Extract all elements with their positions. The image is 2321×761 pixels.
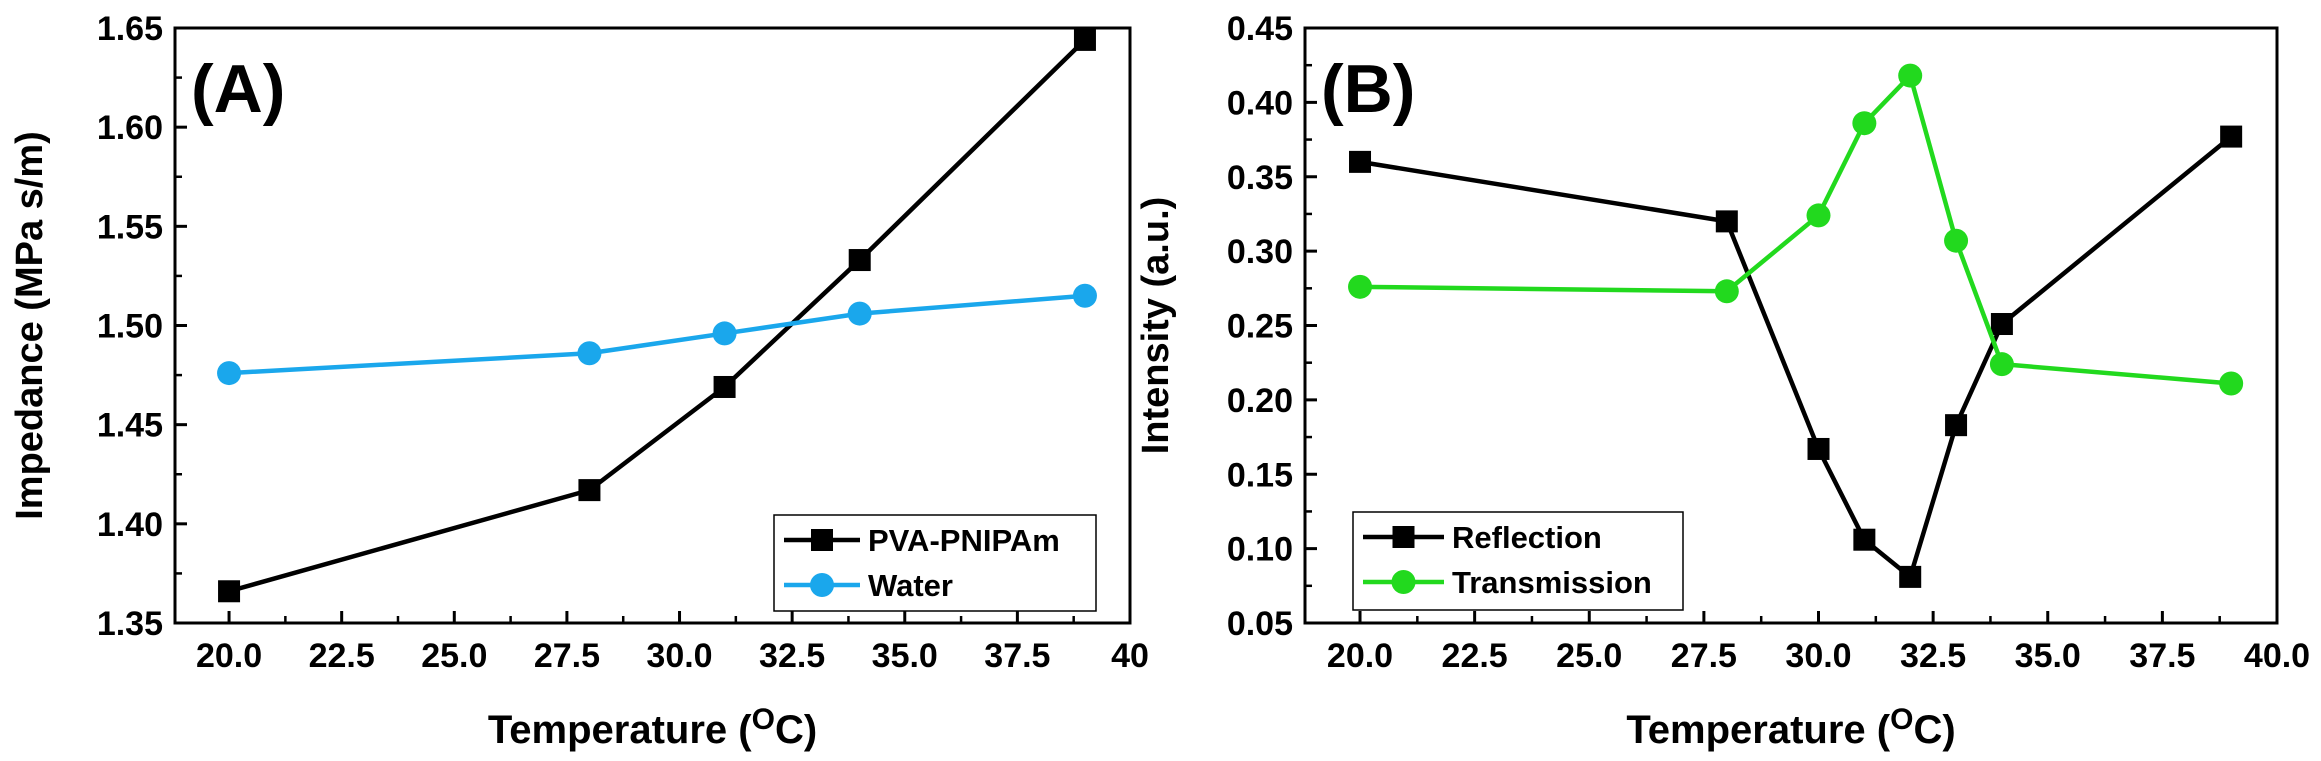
y-tick-label: 0.40 [1227, 84, 1293, 122]
series-pva-pnipam [218, 28, 1096, 603]
data-point-circle [712, 321, 737, 346]
y-tick-label: 1.40 [97, 506, 163, 544]
data-point-square [1990, 313, 2013, 336]
series-line [228, 293, 1086, 376]
x-tick-label: 27.5 [1671, 637, 1737, 675]
data-point-square [713, 375, 736, 398]
x-tick-label: 40 [1111, 637, 1149, 675]
data-point-circle [2219, 371, 2244, 396]
data-point-square [1807, 437, 1830, 460]
legend-label: Water [868, 568, 953, 603]
data-point-square [1899, 565, 1922, 588]
x-tick-label: 30.0 [1785, 637, 1851, 675]
legend-marker-circle [1391, 570, 1416, 594]
y-tick-label: 0.30 [1227, 233, 1293, 271]
y-tick-label: 1.55 [97, 208, 163, 246]
y-tick-label: 1.35 [97, 605, 163, 643]
y-tick-label: 1.45 [97, 407, 163, 445]
x-axis-title: Temperature (OC) [488, 703, 817, 752]
x-axis-title-superscript: O [752, 703, 775, 736]
data-point-square [1853, 528, 1876, 551]
legend-marker-square [811, 529, 833, 551]
legend-marker-square [1392, 526, 1415, 548]
data-point-circle [1348, 274, 1373, 299]
x-tick-label: 37.5 [2129, 637, 2195, 675]
series-water [217, 283, 1097, 386]
panel-b: 20.0 22.5 25.0 27.5 30.0 32.5 35.0 37.5 40.0 0.05… [1135, 10, 2310, 752]
y-tick-label: 0.20 [1227, 382, 1293, 420]
x-tick-label: 40.0 [2244, 637, 2310, 675]
y-tick-label: 0.35 [1227, 159, 1293, 197]
x-tick-label: 35.0 [872, 637, 938, 675]
panel-label: (A) [191, 51, 285, 127]
x-tick-label: 37.5 [984, 637, 1050, 675]
y-axis-title: Intensity (a.u.) [1135, 197, 1177, 455]
x-tick-label: 22.5 [1442, 637, 1508, 675]
y-tick-label: 0.05 [1227, 605, 1293, 643]
series-line [1359, 73, 2232, 386]
y-axis-title: Impedance (MPa s/m) [9, 131, 51, 520]
data-point-circle [1898, 63, 1923, 88]
legend: Reflection Transmission [1352, 511, 1684, 611]
x-tick-label: 20.0 [1327, 637, 1393, 675]
x-axis-title-text: Temperature ( [1626, 708, 1890, 752]
data-point-circle [1072, 283, 1097, 308]
data-point-square [218, 580, 241, 603]
y-tick-label: 0.10 [1227, 531, 1293, 569]
data-point-square [2220, 125, 2243, 148]
y-tick-label: 1.65 [97, 10, 163, 48]
data-point-circle [217, 361, 242, 386]
panel-a: 20.0 22.5 25.0 27.5 30.0 32.5 35.0 37.5 40 1.35 1.… [9, 10, 1149, 752]
y-tick-label: 0.25 [1227, 308, 1293, 346]
data-point-circle [577, 341, 602, 366]
data-point-circle [1944, 228, 1969, 253]
data-point-circle [1714, 279, 1739, 304]
y-tick-label: 0.15 [1227, 456, 1293, 494]
x-tick-label: 20.0 [196, 637, 262, 675]
data-point-square [848, 249, 871, 272]
x-tick-label: 32.5 [759, 637, 825, 675]
legend: PVA-PNIPAm Water [773, 514, 1097, 612]
data-point-square [1715, 210, 1738, 233]
data-point-circle [1806, 203, 1831, 228]
panel-label: (B) [1321, 51, 1415, 127]
x-axis-title-text: Temperature ( [488, 708, 752, 752]
x-tick-label: 32.5 [1900, 637, 1966, 675]
data-point-square [1349, 150, 1372, 173]
x-tick-label: 25.0 [421, 637, 487, 675]
legend-label: Transmission [1452, 565, 1652, 600]
series-line [1359, 134, 2233, 580]
data-point-square [1073, 28, 1096, 51]
y-tick-label: 0.45 [1227, 10, 1293, 48]
legend-marker-circle [810, 573, 834, 597]
data-point-circle [1989, 352, 2014, 377]
data-point-square [578, 479, 601, 502]
x-tick-label: 25.0 [1556, 637, 1622, 675]
y-tick-label: 1.50 [97, 308, 163, 346]
x-tick-label: 27.5 [534, 637, 600, 675]
x-tick-label: 30.0 [646, 637, 712, 675]
y-tick-label: 1.60 [97, 109, 163, 147]
data-point-square [1945, 414, 1968, 437]
legend-label: PVA-PNIPAm [868, 523, 1060, 558]
x-axis-title-superscript: O [1890, 703, 1913, 736]
x-axis-title-unit: C) [775, 708, 817, 752]
x-tick-label: 22.5 [309, 637, 375, 675]
legend-label: Reflection [1452, 520, 1602, 555]
series-line [228, 38, 1087, 594]
data-point-circle [847, 301, 872, 326]
series-transmission [1348, 63, 2244, 396]
data-point-circle [1852, 111, 1877, 136]
x-tick-label: 35.0 [2015, 637, 2081, 675]
x-axis-title-unit: C) [1913, 708, 1955, 752]
x-axis-title: Temperature (OC) [1626, 703, 1955, 752]
